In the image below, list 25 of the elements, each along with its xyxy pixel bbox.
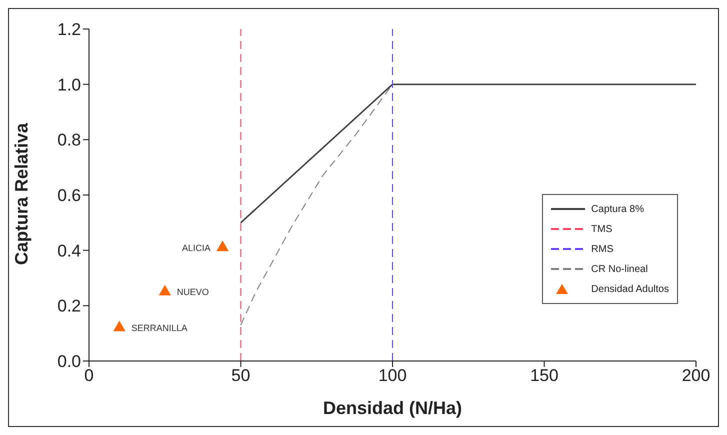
y-tick-label: 0.0 xyxy=(57,352,81,372)
y-axis-title: Captura Relativa xyxy=(11,122,32,265)
x-tick-label: 0 xyxy=(84,366,94,386)
x-tick-label: 50 xyxy=(231,366,250,386)
annotation: NUEVO xyxy=(176,287,209,298)
y-tick-label: 0.2 xyxy=(57,296,81,316)
legend-label: CR No-lineal xyxy=(591,264,648,274)
y-tick-label: 0.4 xyxy=(57,241,81,260)
annotation: ALICIA xyxy=(182,242,211,253)
x-tick-label: 200 xyxy=(682,366,710,386)
legend-label: TMS xyxy=(591,224,612,234)
x-axis-title: Densidad (N/Ha) xyxy=(322,398,462,418)
point xyxy=(158,284,171,296)
x-tick-label: 150 xyxy=(530,366,558,386)
y-tick-label: 1.0 xyxy=(57,75,81,94)
legend-label: RMS xyxy=(591,244,614,254)
point xyxy=(113,320,126,332)
y-tick-label: 1.2 xyxy=(57,20,81,40)
annotation: SERRANILLA xyxy=(131,322,188,333)
y-tick-label: 0.8 xyxy=(57,130,81,150)
x-tick-label: 100 xyxy=(378,366,407,386)
point xyxy=(216,240,229,252)
legend-label: Captura 8% xyxy=(591,204,644,214)
y-tick-label: 0.6 xyxy=(57,186,81,206)
legend-label: Densidad Adultos xyxy=(591,284,669,294)
